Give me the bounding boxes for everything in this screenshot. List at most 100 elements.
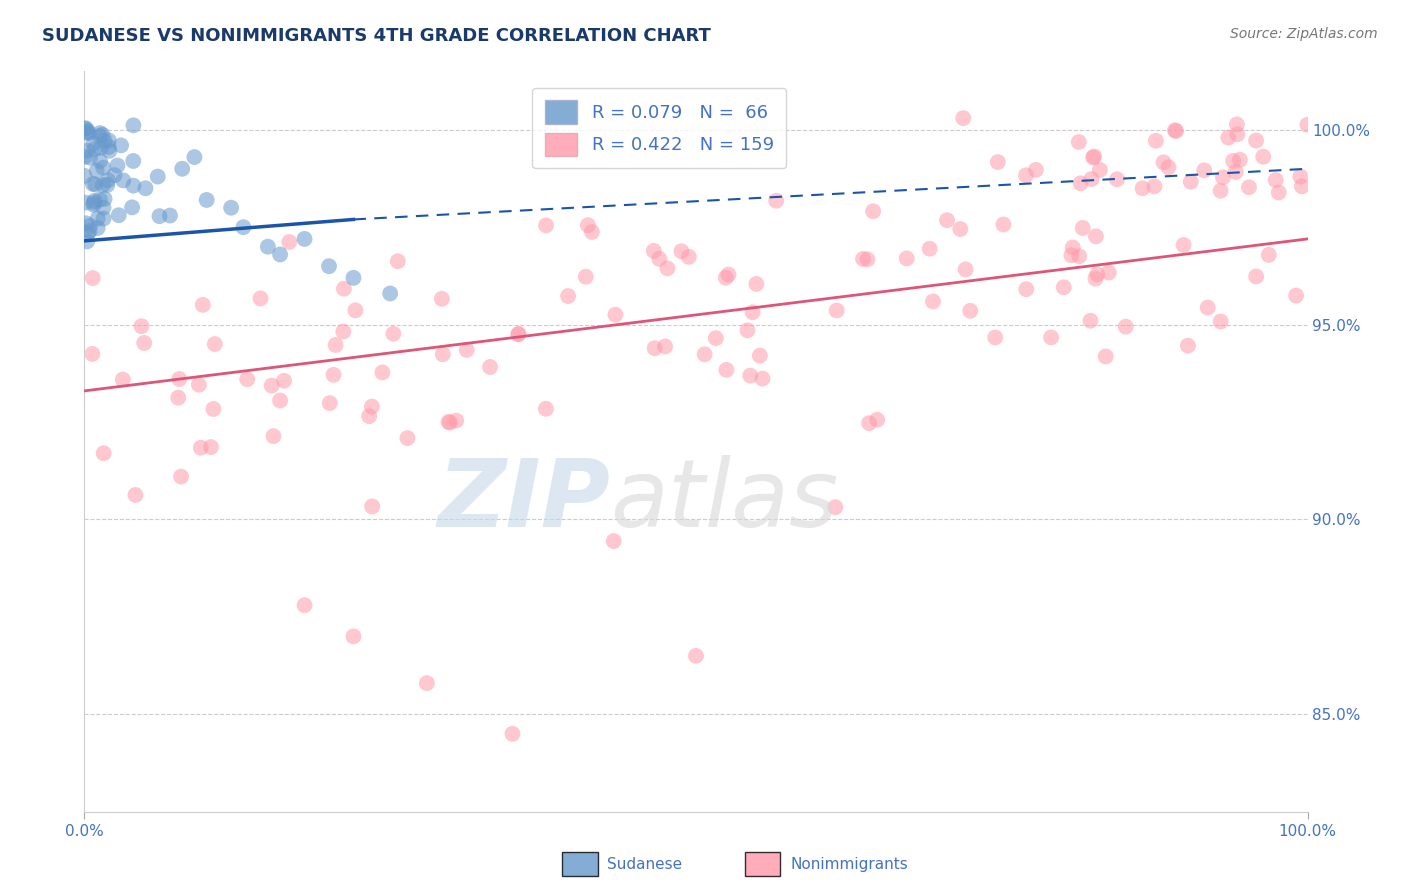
Point xyxy=(1244,134,1267,148)
Point xyxy=(91,161,114,175)
Point xyxy=(232,220,254,235)
Point xyxy=(204,337,226,351)
Point xyxy=(79,151,101,165)
Point xyxy=(319,396,342,410)
Point xyxy=(576,218,599,232)
Point xyxy=(93,211,115,226)
Point xyxy=(131,319,153,334)
Point xyxy=(717,268,740,282)
Point xyxy=(740,368,762,383)
Point xyxy=(479,359,502,374)
Point xyxy=(534,219,557,233)
Point xyxy=(1080,172,1102,186)
Point xyxy=(1229,153,1251,167)
Point xyxy=(704,331,727,345)
Point xyxy=(1218,130,1240,145)
Point xyxy=(76,144,98,158)
Point xyxy=(1143,179,1166,194)
Point xyxy=(1212,170,1234,185)
Point xyxy=(278,235,301,249)
Point xyxy=(657,261,679,276)
Point xyxy=(112,173,135,187)
FancyBboxPatch shape xyxy=(562,852,598,876)
Point xyxy=(332,325,354,339)
Point xyxy=(260,378,283,392)
Point xyxy=(557,289,579,303)
Text: SUDANESE VS NONIMMIGRANTS 4TH GRADE CORRELATION CHART: SUDANESE VS NONIMMIGRANTS 4TH GRADE CORR… xyxy=(42,27,711,45)
Point xyxy=(89,128,111,143)
Point xyxy=(167,391,190,405)
Point xyxy=(1296,118,1319,132)
Point xyxy=(605,308,627,322)
Point xyxy=(93,446,115,460)
Point xyxy=(359,409,381,424)
Point xyxy=(1067,135,1090,149)
Point xyxy=(1209,184,1232,198)
Point xyxy=(896,252,918,266)
Point xyxy=(1040,330,1063,344)
Point xyxy=(135,181,157,195)
Point xyxy=(202,401,225,416)
Point xyxy=(1226,128,1249,142)
Point xyxy=(89,153,111,168)
Point xyxy=(1015,282,1038,296)
Point xyxy=(765,194,787,208)
Point xyxy=(714,270,737,285)
Point xyxy=(77,227,100,241)
Point xyxy=(190,441,212,455)
Point xyxy=(1083,149,1105,163)
Point xyxy=(333,282,356,296)
Point xyxy=(200,440,222,454)
Point xyxy=(91,128,114,142)
Point xyxy=(273,374,295,388)
Point xyxy=(82,347,104,361)
Point xyxy=(1164,124,1187,138)
Point xyxy=(1015,169,1038,183)
Point xyxy=(73,169,96,183)
Point xyxy=(83,142,105,156)
Point xyxy=(444,414,467,428)
Point xyxy=(534,401,557,416)
Point xyxy=(416,676,439,690)
FancyBboxPatch shape xyxy=(745,852,780,876)
Point xyxy=(76,126,98,140)
Point xyxy=(1197,301,1219,315)
Point xyxy=(575,269,598,284)
Point xyxy=(172,161,194,176)
Point xyxy=(439,416,461,430)
Text: Nonimmigrants: Nonimmigrants xyxy=(790,856,908,871)
Point xyxy=(83,194,105,208)
Point xyxy=(737,323,759,337)
Point xyxy=(93,192,115,206)
Point xyxy=(1088,162,1111,177)
Point xyxy=(82,271,104,285)
Point xyxy=(1070,176,1092,190)
Point xyxy=(107,159,129,173)
Point xyxy=(75,216,97,230)
Point xyxy=(1244,269,1267,284)
Point xyxy=(955,262,977,277)
Point xyxy=(159,209,181,223)
Point xyxy=(858,416,880,430)
Point xyxy=(187,377,209,392)
Point xyxy=(79,224,101,238)
Point xyxy=(76,235,98,249)
Point xyxy=(432,347,454,361)
Point xyxy=(993,218,1015,232)
Text: Source: ZipAtlas.com: Source: ZipAtlas.com xyxy=(1230,27,1378,41)
Point xyxy=(1060,248,1083,262)
Point xyxy=(342,629,364,643)
Point xyxy=(75,121,97,136)
Point xyxy=(508,327,530,342)
Point xyxy=(671,244,693,259)
Point xyxy=(91,178,114,192)
Point xyxy=(89,126,111,140)
Point xyxy=(107,208,129,222)
Point xyxy=(1173,238,1195,252)
Point xyxy=(1084,229,1107,244)
Point xyxy=(84,178,107,192)
Point xyxy=(1251,150,1274,164)
Point xyxy=(603,534,626,549)
Text: Sudanese: Sudanese xyxy=(607,856,682,871)
Point xyxy=(987,155,1010,169)
